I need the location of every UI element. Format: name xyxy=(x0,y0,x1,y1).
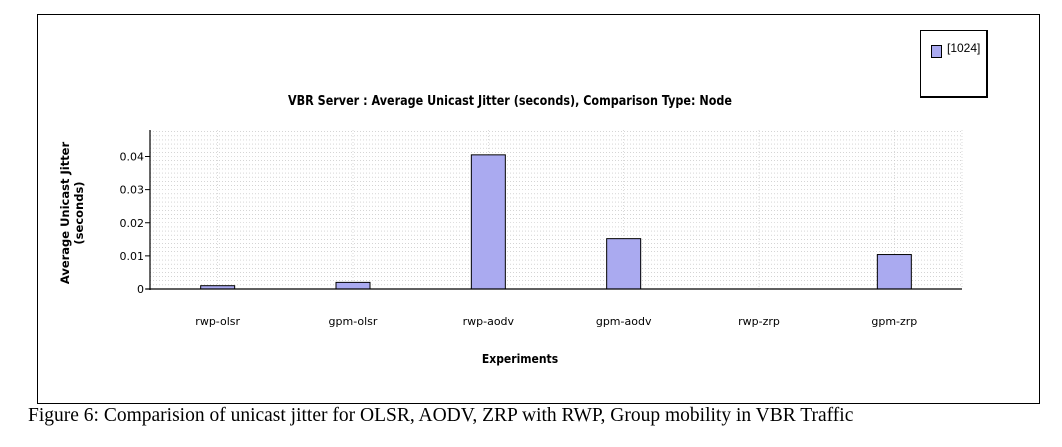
legend-swatch xyxy=(931,45,942,58)
bar-gpm-olsr xyxy=(335,281,371,290)
x-tick-label: gpm-olsr xyxy=(329,315,378,328)
x-tick-label: rwp-aodv xyxy=(463,315,515,328)
figure-caption: Figure 6: Comparision of unicast jitter … xyxy=(28,405,854,426)
bar-rwp-aodv xyxy=(470,154,506,290)
x-tick-label: gpm-aodv xyxy=(596,315,652,328)
x-tick-label: rwp-olsr xyxy=(195,315,240,328)
y-tick-label: 0.02 xyxy=(120,217,145,230)
label-layer: 0 0.01 0.02 0.03 0.04 rwp-olsr gpm-olsr rwp-aod… xyxy=(120,151,918,329)
x-tick-label: rwp-zrp xyxy=(738,315,780,328)
legend-label: [1024] xyxy=(947,41,981,55)
chart-frame xyxy=(37,14,1040,404)
y-tick-label: 0.04 xyxy=(120,151,145,164)
chart-title: VBR Server : Average Unicast Jitter (sec… xyxy=(287,94,733,109)
bar-gpm-zrp xyxy=(876,254,912,290)
bar-layer xyxy=(200,154,912,290)
x-tick-label: gpm-zrp xyxy=(871,315,917,328)
x-axis-label: Experiments xyxy=(481,352,559,366)
legend: [1024] xyxy=(920,30,988,98)
bar-gpm-aodv xyxy=(606,238,642,290)
y-tick-label: 0 xyxy=(137,283,144,296)
y-tick-label: 0.01 xyxy=(120,250,145,263)
y-tick-label: 0.03 xyxy=(120,184,145,197)
grid-layer xyxy=(150,130,963,289)
axis-layer xyxy=(145,130,962,290)
